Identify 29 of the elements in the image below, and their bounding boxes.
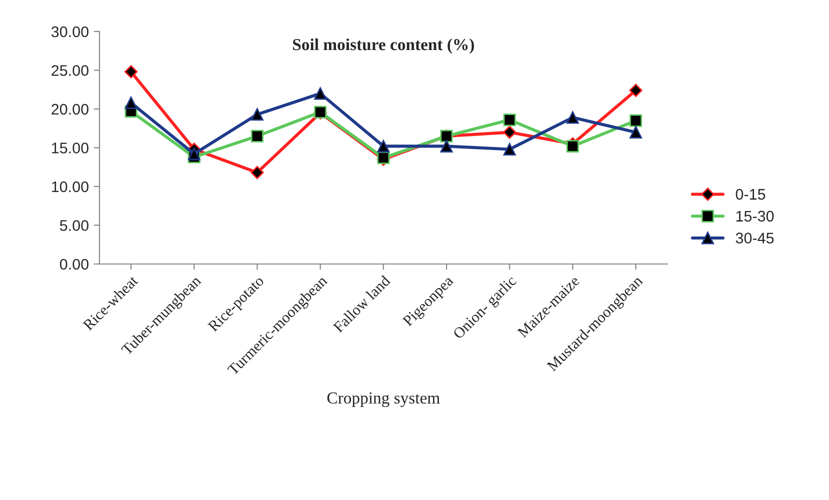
y-tick-label: 5.00 [60,220,88,231]
point [503,126,516,139]
point [188,148,200,160]
point [503,143,516,156]
point [629,84,642,97]
point [250,108,264,121]
x-axis-title: Cropping system [327,392,440,408]
point [503,114,516,126]
point [250,166,264,180]
point [124,65,138,78]
y-tick-label: 25.00 [52,65,88,76]
point [440,140,453,152]
point [630,126,642,138]
point [377,140,390,152]
y-tick-label: 15.00 [52,142,88,154]
legend-label: 15-30 [736,210,774,222]
chart-title: Soil moisture content (%) [293,38,474,54]
point [124,96,138,110]
point [314,87,327,100]
point [630,114,642,127]
legend-label: 0-15 [736,188,766,200]
point [250,130,264,142]
point [566,140,579,152]
y-tick-label: 0.00 [60,258,88,270]
point [566,111,579,124]
y-tick-label: 10.00 [52,181,88,192]
legend-label: 30-45 [736,232,774,244]
y-tick-label: 20.00 [52,104,88,115]
y-tick-label: 30.00 [51,26,88,38]
